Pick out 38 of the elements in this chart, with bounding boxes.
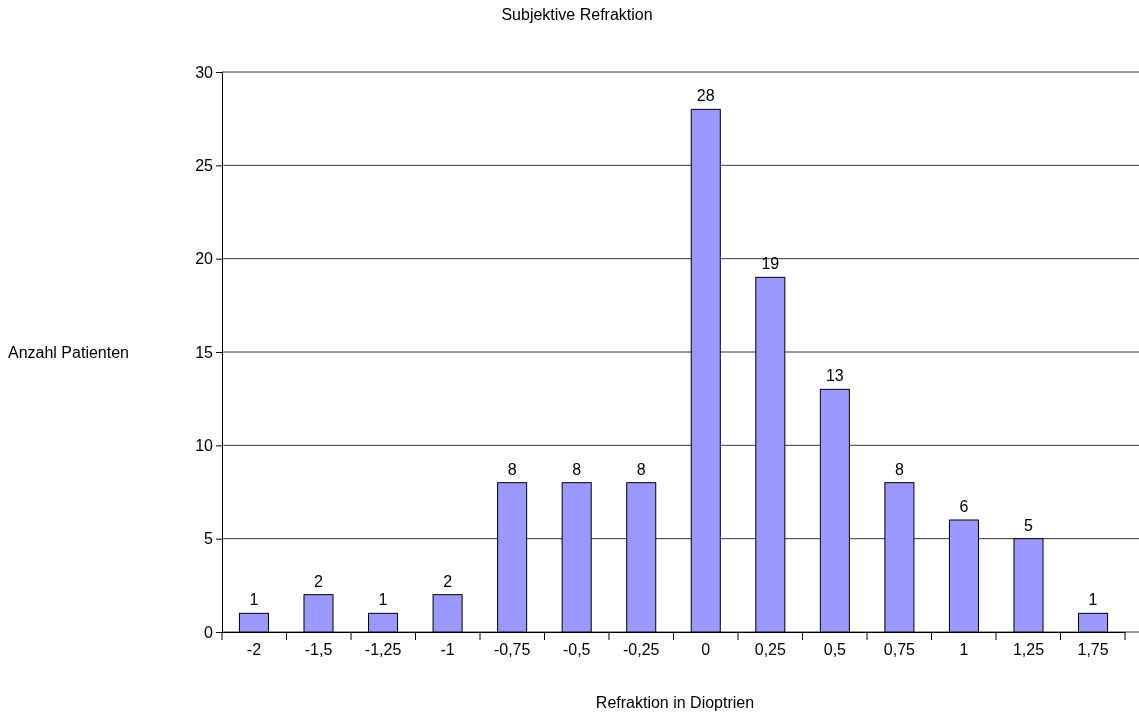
y-axis-title: Anzahl Patienten xyxy=(8,343,129,361)
data-label: 5 xyxy=(1024,516,1034,534)
x-axis-title: Refraktion in Dioptrien xyxy=(595,694,755,711)
y-tick-label: 25 xyxy=(195,156,214,174)
y-tick-label: 20 xyxy=(195,250,214,268)
data-label: 19 xyxy=(761,255,780,273)
data-label: 1 xyxy=(378,591,388,609)
data-label: 8 xyxy=(636,460,646,478)
x-tick-label: -2 xyxy=(246,641,262,659)
data-label: 8 xyxy=(894,460,904,478)
data-label: 13 xyxy=(825,367,844,385)
x-tick-label: 1,75 xyxy=(1077,641,1109,659)
x-tick-label: 1 xyxy=(959,641,969,659)
x-tick-label: -0,25 xyxy=(622,641,660,659)
y-tick-label: 10 xyxy=(195,436,214,454)
x-tick-label: 0,75 xyxy=(883,641,916,659)
chart-title: Subjektive Refraktion xyxy=(501,6,653,23)
data-label: 6 xyxy=(959,498,969,515)
data-label: 2 xyxy=(314,572,324,590)
data-label: 2 xyxy=(443,572,453,590)
x-tick-label: 0,5 xyxy=(823,641,847,659)
data-label: 1 xyxy=(249,591,259,609)
x-tick-label: 0 xyxy=(701,641,711,659)
y-tick-label: 5 xyxy=(204,530,214,548)
data-label: 1 xyxy=(1088,591,1098,609)
data-label: 28 xyxy=(696,87,715,105)
y-tick-label: 15 xyxy=(195,343,214,361)
x-tick-label: 1,25 xyxy=(1012,641,1045,659)
x-tick-label: -0,75 xyxy=(493,641,531,659)
y-tick-label: 30 xyxy=(195,63,214,81)
x-tick-label: -1 xyxy=(440,641,455,659)
x-tick-label: -0,5 xyxy=(562,641,591,659)
data-label: 8 xyxy=(507,460,517,478)
x-tick-label: -1,25 xyxy=(364,641,402,659)
data-label: 8 xyxy=(572,460,582,478)
x-tick-label: 0,25 xyxy=(754,641,786,659)
y-tick-label: 0 xyxy=(204,623,214,641)
x-tick-label: -1,5 xyxy=(304,641,333,659)
